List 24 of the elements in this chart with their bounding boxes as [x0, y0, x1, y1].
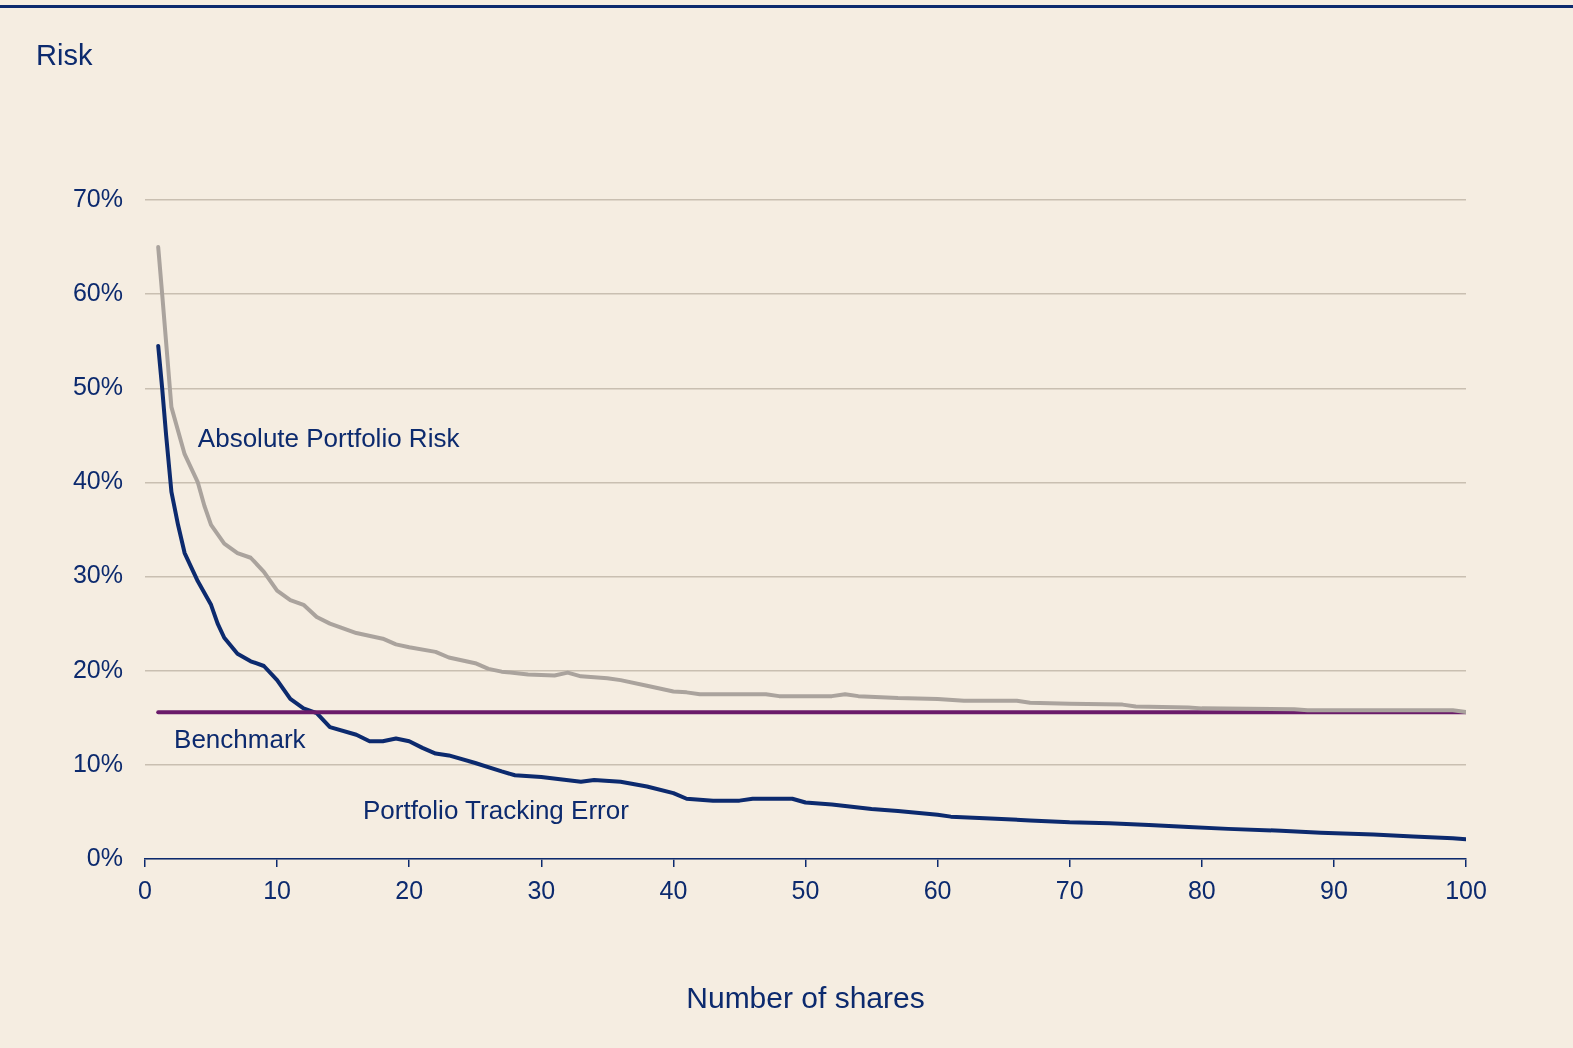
x-tick-label: 100	[1445, 875, 1487, 904]
x-tick-label: 10	[263, 875, 292, 904]
x-tick-label: 30	[527, 875, 556, 904]
y-tick-label: 50%	[72, 372, 123, 401]
x-tick-label: 80	[1187, 875, 1216, 904]
series-label: Benchmark	[174, 723, 307, 754]
x-tick-label: 90	[1319, 875, 1348, 904]
x-tick-label: 70	[1055, 875, 1084, 904]
x-tick-label: 60	[923, 875, 952, 904]
x-axis-title: Number of shares	[686, 981, 925, 1014]
x-tick-label: 50	[791, 875, 820, 904]
y-tick-label: 60%	[72, 278, 123, 307]
x-tick-label: 0	[138, 875, 152, 904]
y-tick-label: 20%	[72, 654, 123, 683]
y-tick-label: 10%	[72, 748, 123, 777]
y-tick-label: 30%	[72, 560, 123, 589]
y-axis-title: Risk	[36, 39, 93, 71]
series-label: Portfolio Tracking Error	[362, 795, 630, 826]
x-tick-label: 40	[659, 875, 688, 904]
y-tick-label: 0%	[86, 842, 123, 871]
y-tick-label: 70%	[72, 183, 123, 212]
y-tick-label: 40%	[72, 466, 123, 495]
x-tick-label: 20	[395, 875, 424, 904]
series-label: Absolute Portfolio Risk	[197, 423, 461, 454]
